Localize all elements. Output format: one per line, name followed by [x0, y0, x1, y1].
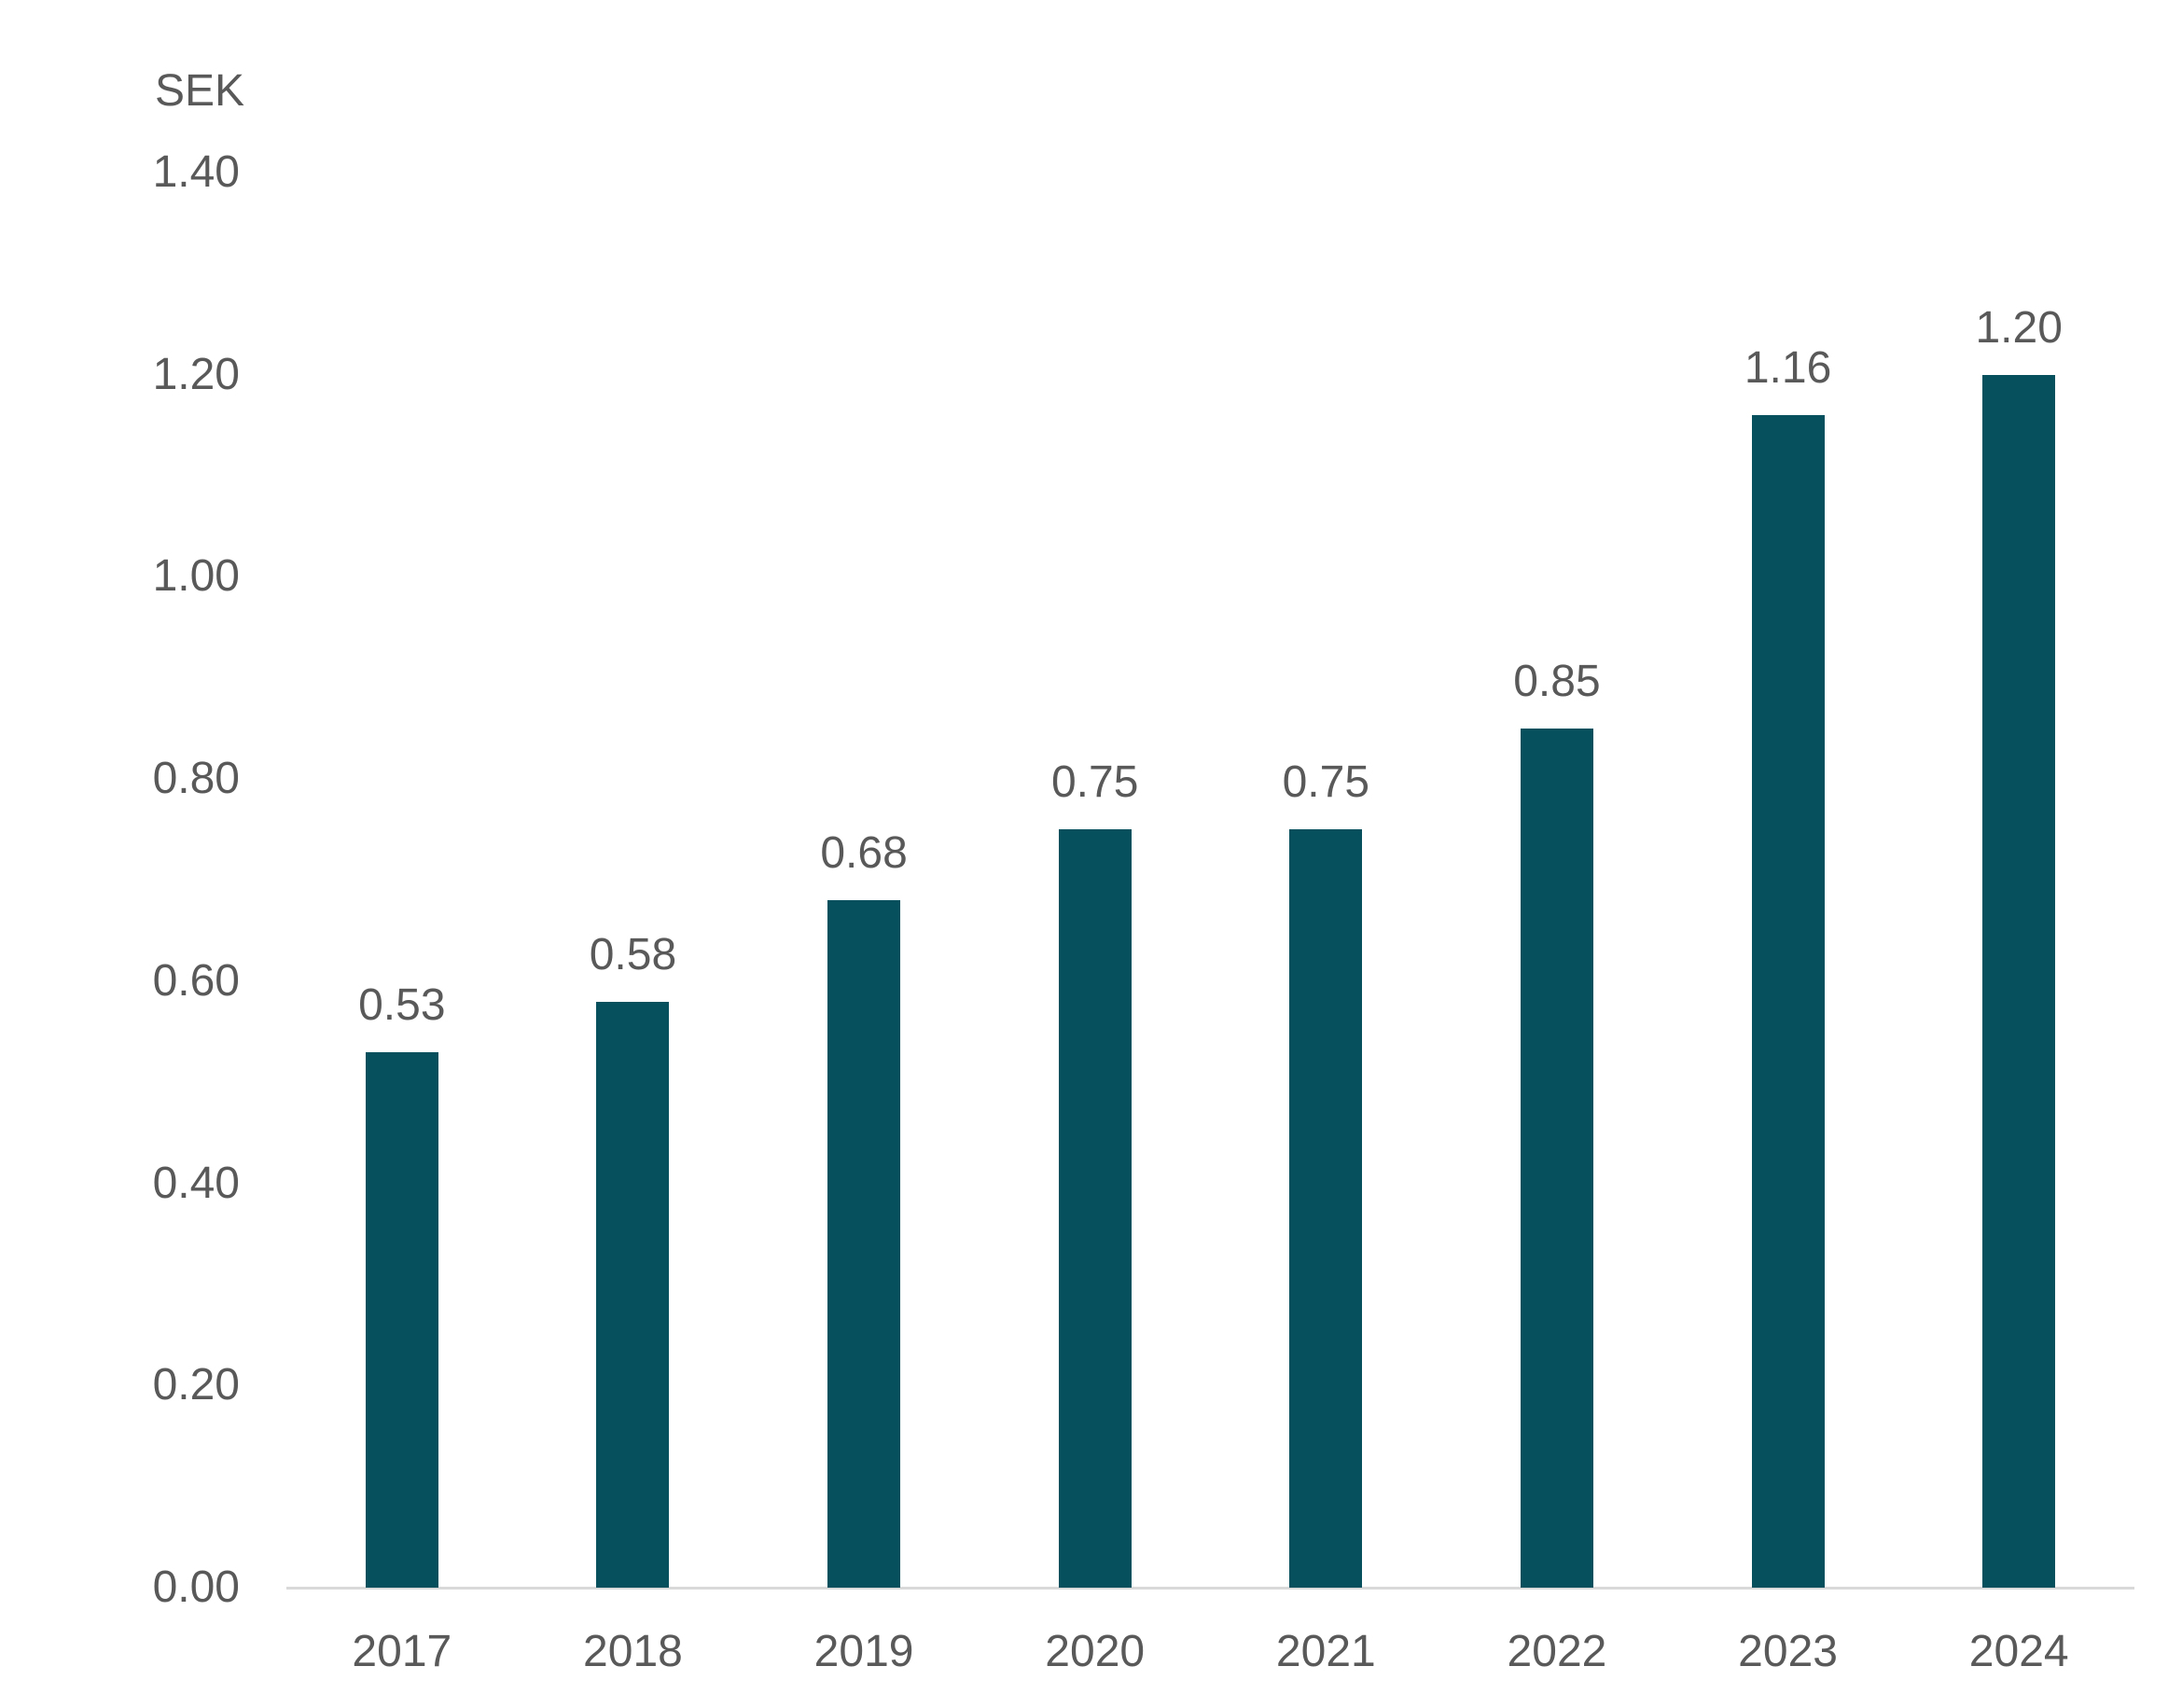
bar-2022: [1520, 728, 1593, 1588]
bar-value-label-2017: 0.53: [358, 979, 446, 1030]
bar-2023: [1751, 415, 1825, 1588]
bar-value-label-2018: 0.58: [589, 929, 677, 979]
y-tick-label: 0.80: [152, 754, 240, 804]
bar-value-label-2024: 1.20: [1975, 302, 2063, 353]
x-tick-label-2021: 2021: [1275, 1627, 1376, 1676]
bar-2020: [1058, 829, 1132, 1588]
y-tick-label: 0.40: [152, 1158, 240, 1208]
bar-2024: [1982, 374, 2056, 1588]
y-tick-label: 1.40: [152, 147, 240, 197]
x-tick-label-2017: 2017: [352, 1627, 452, 1676]
y-tick-label: 0.00: [152, 1562, 240, 1612]
bar-value-label-2021: 0.75: [1282, 757, 1370, 808]
y-tick-label: 0.20: [152, 1360, 240, 1410]
bar-value-label-2023: 1.16: [1744, 343, 1832, 394]
y-axis-title: SEK: [154, 66, 244, 116]
y-tick-label: 1.00: [152, 551, 240, 602]
x-tick-label-2022: 2022: [1507, 1627, 1607, 1676]
x-tick-label-2023: 2023: [1738, 1627, 1838, 1676]
bar-2018: [596, 1001, 670, 1588]
bar-value-label-2022: 0.85: [1513, 656, 1601, 706]
x-axis-line: [286, 1587, 2134, 1590]
y-tick-label: 0.60: [152, 955, 240, 1006]
bar-value-label-2019: 0.68: [820, 828, 908, 879]
y-tick-label: 1.20: [152, 349, 240, 399]
x-tick-label-2020: 2020: [1045, 1627, 1146, 1676]
x-tick-label-2024: 2024: [1968, 1627, 2069, 1676]
bar-value-label-2020: 0.75: [1050, 757, 1139, 808]
bar-2017: [365, 1051, 438, 1588]
x-tick-label-2019: 2019: [813, 1627, 914, 1676]
x-tick-label-2018: 2018: [583, 1627, 683, 1676]
bar-2019: [827, 900, 901, 1588]
bar-2021: [1289, 829, 1363, 1588]
